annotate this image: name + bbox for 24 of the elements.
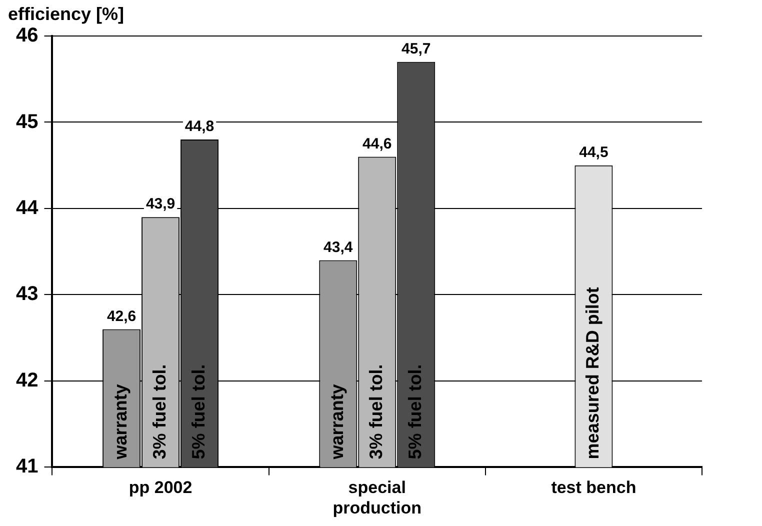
data-label: 44,6 (362, 135, 392, 152)
data-label: 44,8 (184, 118, 214, 136)
y-axis-title: efficiency [%] (8, 4, 124, 24)
data-label: 45,7 (402, 40, 431, 58)
series-label: 5% fuel tol. (405, 364, 426, 460)
y-tick-label: 42 (16, 369, 38, 392)
y-tick-label: 45 (16, 110, 38, 133)
series-label: measured R&D pilot (582, 287, 603, 460)
data-label: 43,4 (324, 238, 354, 256)
text: 3% fuel tol. (150, 364, 170, 460)
text: 5% fuel tol. (188, 364, 208, 460)
x-tick-label: test bench (551, 478, 636, 498)
y-tick-label: 46 (16, 24, 38, 47)
data-label: 44,5 (579, 144, 608, 161)
data-label: 43,9 (146, 196, 176, 213)
text: warranty (327, 384, 348, 460)
data-label: 42,6 (106, 308, 136, 325)
y-tick-label: 41 (16, 456, 38, 478)
series-label: warranty (110, 384, 131, 460)
x-tick-label: special production (332, 478, 422, 518)
y-tick-label: 44 (16, 196, 40, 219)
series-label: 3% fuel tol. (366, 364, 386, 460)
y-tick-label: 43 (16, 283, 38, 306)
x-tick-label: pp 2002 (128, 478, 192, 498)
